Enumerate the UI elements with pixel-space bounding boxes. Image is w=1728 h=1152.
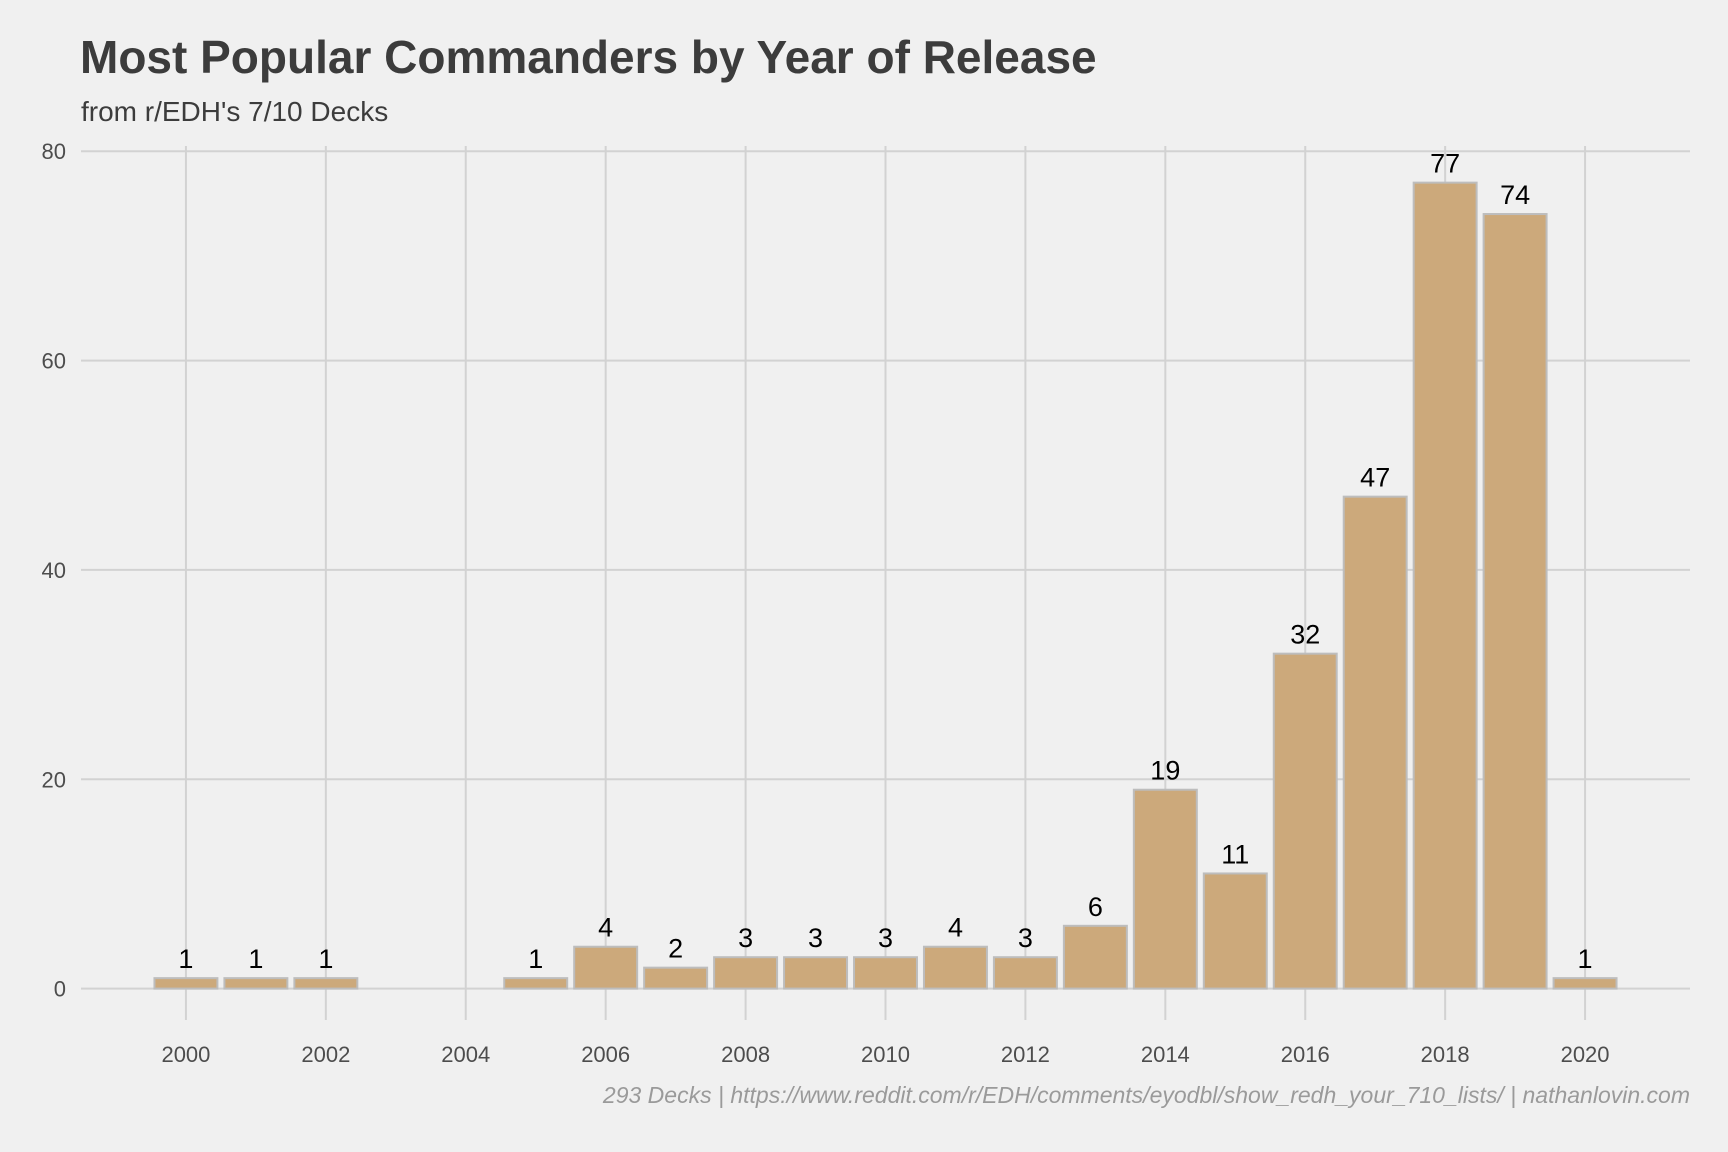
bar-2005	[503, 977, 569, 990]
data-label-2013: 6	[1088, 892, 1103, 922]
x-tick-label: 2000	[161, 1042, 210, 1067]
data-label-2000: 1	[178, 944, 193, 974]
bar-2006	[573, 945, 639, 990]
bar-2007	[643, 966, 709, 990]
bar-2017	[1342, 495, 1408, 990]
grid-lines	[81, 146, 1690, 1020]
y-tick-label: 60	[42, 349, 66, 374]
x-tick-label: 2014	[1141, 1042, 1190, 1067]
data-label-2017: 47	[1360, 463, 1390, 493]
data-label-2008: 3	[738, 923, 753, 953]
y-tick-label: 0	[54, 977, 66, 1002]
data-label-2007: 2	[668, 934, 683, 964]
x-tick-label: 2016	[1281, 1042, 1330, 1067]
chart-title: Most Popular Commanders by Year of Relea…	[80, 31, 1097, 83]
bar-2010	[853, 956, 918, 990]
y-axis: 0 20 40 60 80	[42, 139, 66, 1001]
bar-2016	[1272, 652, 1338, 990]
bar-2018	[1412, 181, 1478, 990]
x-tick-label: 2010	[861, 1042, 910, 1067]
data-label-2005: 1	[528, 944, 543, 974]
bar-2001	[223, 977, 289, 990]
data-label-2010: 3	[878, 923, 893, 953]
data-label-2019: 74	[1500, 180, 1530, 210]
y-tick-label: 80	[42, 139, 66, 164]
bar-2011	[922, 945, 988, 990]
bar-2009	[783, 956, 849, 990]
data-label-2011: 4	[948, 913, 963, 943]
bar-2019	[1482, 213, 1548, 990]
bar-2015	[1202, 872, 1268, 990]
bar-2008	[713, 956, 779, 990]
chart-caption: 293 Decks | https://www.reddit.com/r/EDH…	[602, 1082, 1690, 1108]
data-label-2020: 1	[1578, 944, 1593, 974]
x-tick-label: 2020	[1561, 1042, 1610, 1067]
data-label-2018: 77	[1430, 149, 1460, 179]
data-label-2002: 1	[318, 944, 333, 974]
x-tick-label: 2002	[301, 1042, 350, 1067]
data-label-2006: 4	[598, 913, 613, 943]
bar-2020	[1552, 977, 1618, 990]
y-tick-label: 40	[42, 558, 66, 583]
x-tick-label: 2006	[581, 1042, 630, 1067]
data-label-2001: 1	[248, 944, 263, 974]
bar-2000	[153, 977, 219, 990]
y-tick-label: 20	[42, 767, 66, 792]
bar-2014	[1132, 788, 1198, 990]
data-label-2016: 32	[1290, 620, 1320, 650]
x-tick-label: 2012	[1001, 1042, 1050, 1067]
x-axis: 2000 2002 2004 2006 2008 2010 2012 2014 2016 2018…	[161, 1042, 1609, 1067]
x-tick-label: 2008	[721, 1042, 770, 1067]
bar-2012	[992, 956, 1058, 990]
x-tick-label: 2018	[1421, 1042, 1470, 1067]
data-label-2014: 19	[1150, 756, 1180, 786]
bar-2002	[293, 977, 359, 990]
chart-subtitle: from r/EDH's 7/10 Decks	[81, 96, 389, 127]
bars	[153, 181, 1618, 990]
bar-2013	[1062, 924, 1128, 990]
data-label-2009: 3	[808, 923, 823, 953]
x-tick-label: 2004	[441, 1042, 490, 1067]
data-label-2015: 11	[1221, 839, 1249, 869]
data-label-2012: 3	[1018, 923, 1033, 953]
